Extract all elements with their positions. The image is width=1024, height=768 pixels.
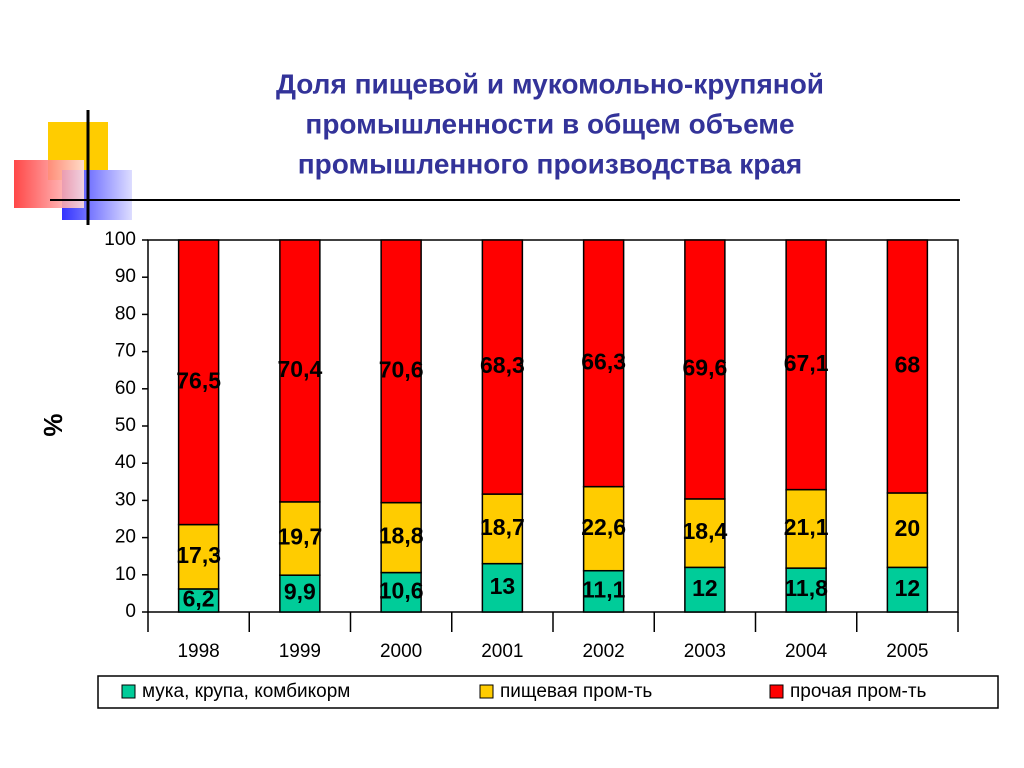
- bar-segment: [582, 239, 625, 488]
- title-line: Доля пищевой и мукомольно-крупяной: [276, 68, 824, 99]
- legend-swatch: [479, 684, 494, 699]
- bar-segment: [684, 239, 726, 500]
- x-tick-label: 1998: [177, 641, 219, 662]
- legend-swatch: [121, 684, 136, 699]
- bar-segment: [886, 239, 929, 494]
- data-label: 18,8: [379, 523, 424, 549]
- legend-label: мука, крупа, комбикорм: [142, 681, 350, 702]
- title-line: промышленности в общем объеме: [305, 108, 794, 139]
- data-label: 19,7: [277, 524, 322, 550]
- x-tick-label: 1999: [279, 641, 321, 662]
- y-tick-label: 40: [115, 452, 136, 473]
- y-tick-label: 100: [104, 229, 136, 250]
- data-label: 18,7: [480, 514, 525, 540]
- bar-segment: [380, 501, 422, 574]
- y-tick-label: 90: [115, 266, 136, 287]
- bar-segment: [785, 567, 827, 613]
- bar-segment: [380, 571, 422, 613]
- legend-label: прочая пром-ть: [790, 681, 927, 702]
- data-label: 18,4: [682, 518, 727, 544]
- data-label: 68: [895, 352, 921, 378]
- bar-segment: [886, 566, 929, 613]
- x-tick-label: 2005: [886, 641, 928, 662]
- data-label: 21,1: [784, 514, 829, 540]
- data-label: 17,3: [176, 542, 221, 568]
- x-tick-label: 2004: [785, 641, 828, 662]
- chart-title: Доля пищевой и мукомольно-крупяной промыш…: [276, 68, 824, 179]
- data-label: 70,6: [379, 356, 424, 382]
- legend: [97, 675, 999, 709]
- y-tick-label: 10: [115, 564, 136, 585]
- title-line: промышленного производства края: [298, 148, 803, 179]
- bar-segment: [481, 562, 524, 613]
- y-tick-label: 20: [115, 527, 136, 548]
- data-label: 11,8: [784, 575, 828, 601]
- data-label: 11,1: [582, 576, 626, 602]
- data-label: 69,6: [682, 355, 727, 381]
- bar-segment: [279, 239, 321, 503]
- y-tick-label: 0: [125, 601, 136, 622]
- legend-label: пищевая пром-ть: [500, 681, 652, 702]
- data-label: 67,1: [784, 350, 829, 376]
- bar-segment: [785, 488, 827, 569]
- y-tick-label: 30: [115, 489, 136, 510]
- bar-segment: [684, 566, 726, 613]
- bar-segment: [177, 239, 220, 526]
- y-axis-label: %: [38, 413, 68, 436]
- y-tick-label: 60: [115, 378, 136, 399]
- x-tick-label: 2003: [684, 641, 726, 662]
- y-tick-label: 50: [115, 415, 136, 436]
- bar-segment: [582, 485, 625, 572]
- y-tick-label: 70: [115, 341, 136, 362]
- data-label: 9,9: [284, 579, 316, 605]
- y-tick-label: 80: [115, 303, 136, 324]
- x-tick-label: 2001: [481, 641, 523, 662]
- data-label: 22,6: [581, 514, 626, 540]
- x-tick-label: 2000: [380, 641, 422, 662]
- data-label: 20: [895, 515, 921, 541]
- data-label: 70,4: [277, 356, 322, 382]
- data-label: 10,6: [379, 577, 424, 603]
- data-label: 13: [490, 573, 516, 599]
- bar-segment: [481, 239, 524, 495]
- bar-segment: [177, 523, 220, 590]
- bar-segment: [886, 492, 929, 569]
- data-label: 12: [895, 575, 921, 601]
- data-label: 6,2: [183, 586, 215, 612]
- data-label: 66,3: [581, 348, 626, 374]
- bar-segment: [279, 574, 321, 613]
- data-label: 68,3: [480, 352, 525, 378]
- legend-swatch: [769, 684, 784, 699]
- data-label: 76,5: [176, 367, 221, 393]
- x-tick-label: 2002: [582, 641, 624, 662]
- data-label: 12: [692, 575, 718, 601]
- plot-area: [147, 239, 959, 613]
- bar-segment: [785, 239, 827, 491]
- bar-segment: [481, 493, 524, 565]
- bar-segment: [380, 239, 422, 504]
